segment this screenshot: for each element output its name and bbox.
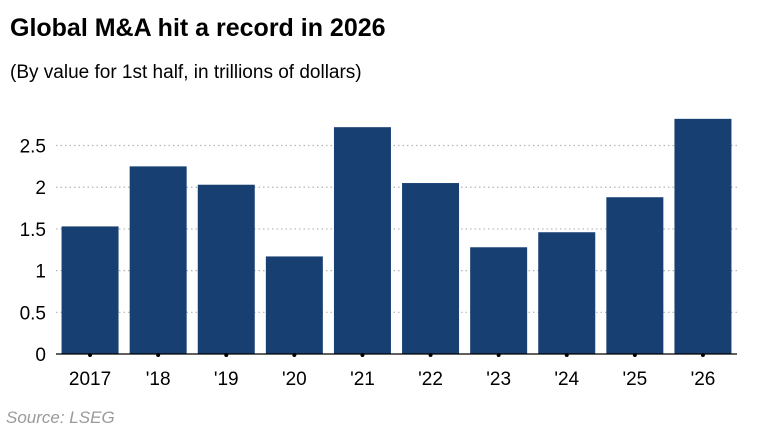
x-tick-label: 2017	[69, 369, 111, 390]
bar	[333, 127, 391, 355]
x-tick-label: '18	[146, 369, 171, 390]
x-tick-label: '23	[486, 369, 511, 390]
source-note: Source: LSEG	[6, 408, 115, 427]
x-tick-label: '24	[554, 369, 579, 390]
bar	[470, 247, 528, 354]
bar	[402, 183, 460, 354]
bar	[129, 166, 187, 354]
axes	[56, 353, 737, 357]
y-tick-label: 2.5	[20, 137, 46, 158]
y-tick-label: 1.5	[20, 220, 46, 241]
y-tick-label: 1	[35, 262, 46, 283]
chart-title: Global M&A hit a record in 2026	[10, 14, 386, 42]
y-tick-label: 0	[35, 345, 46, 366]
x-tick-label: '21	[350, 369, 375, 390]
y-tick-label: 2	[35, 178, 46, 199]
chart-subtitle: (By value for 1st half, in trillions of …	[10, 62, 362, 83]
bar	[61, 226, 119, 354]
x-tick-label: '22	[418, 369, 443, 390]
tick-labels: 0 0.5 1 1.5 2 2.5 2017 '18 '19 '20 '21 '22 '23 '24 '25…	[20, 137, 716, 390]
bar	[674, 118, 732, 355]
y-tick-label: 0.5	[20, 303, 46, 324]
bar	[197, 184, 255, 354]
x-tick-label: '19	[214, 369, 239, 390]
bar	[265, 256, 323, 354]
x-tick-label: '20	[282, 369, 307, 390]
bars	[61, 118, 732, 355]
bar	[538, 232, 596, 354]
x-tick-label: '26	[691, 369, 716, 390]
bar	[606, 197, 664, 354]
x-tick-label: '25	[622, 369, 647, 390]
